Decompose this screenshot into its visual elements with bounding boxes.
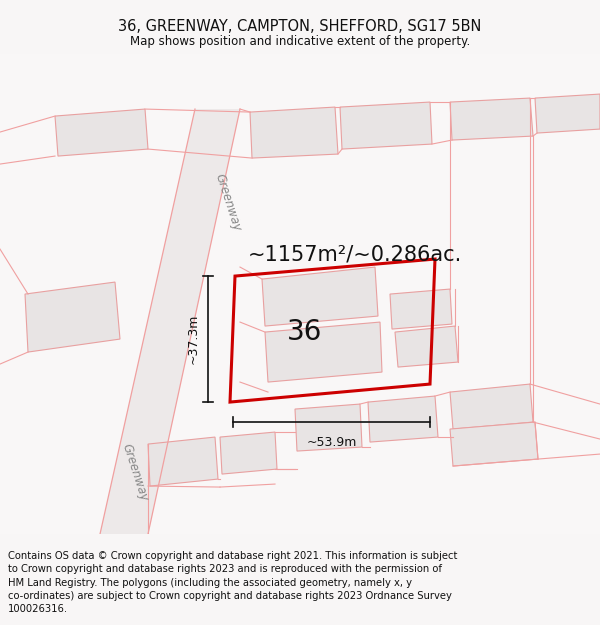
Polygon shape [295, 404, 362, 451]
Polygon shape [55, 109, 148, 156]
Text: Greenway: Greenway [119, 442, 151, 503]
Polygon shape [0, 54, 600, 534]
Polygon shape [265, 322, 382, 382]
Polygon shape [535, 94, 600, 133]
Text: Greenway: Greenway [212, 172, 244, 232]
Polygon shape [100, 109, 240, 534]
Polygon shape [368, 396, 438, 442]
Polygon shape [250, 107, 338, 158]
Polygon shape [450, 98, 533, 140]
Polygon shape [450, 422, 538, 466]
Text: 36: 36 [287, 318, 323, 346]
Text: ~53.9m: ~53.9m [307, 436, 356, 449]
Polygon shape [220, 432, 277, 474]
Polygon shape [450, 384, 533, 429]
Polygon shape [262, 267, 378, 326]
Polygon shape [390, 289, 452, 329]
Polygon shape [148, 437, 218, 486]
Text: 36, GREENWAY, CAMPTON, SHEFFORD, SG17 5BN: 36, GREENWAY, CAMPTON, SHEFFORD, SG17 5B… [118, 19, 482, 34]
Polygon shape [25, 282, 120, 352]
Polygon shape [340, 102, 432, 149]
Text: Map shows position and indicative extent of the property.: Map shows position and indicative extent… [130, 35, 470, 48]
Text: ~37.3m: ~37.3m [187, 314, 200, 364]
Polygon shape [395, 326, 458, 367]
Text: ~1157m²/~0.286ac.: ~1157m²/~0.286ac. [248, 244, 462, 264]
Text: Contains OS data © Crown copyright and database right 2021. This information is : Contains OS data © Crown copyright and d… [8, 551, 457, 614]
